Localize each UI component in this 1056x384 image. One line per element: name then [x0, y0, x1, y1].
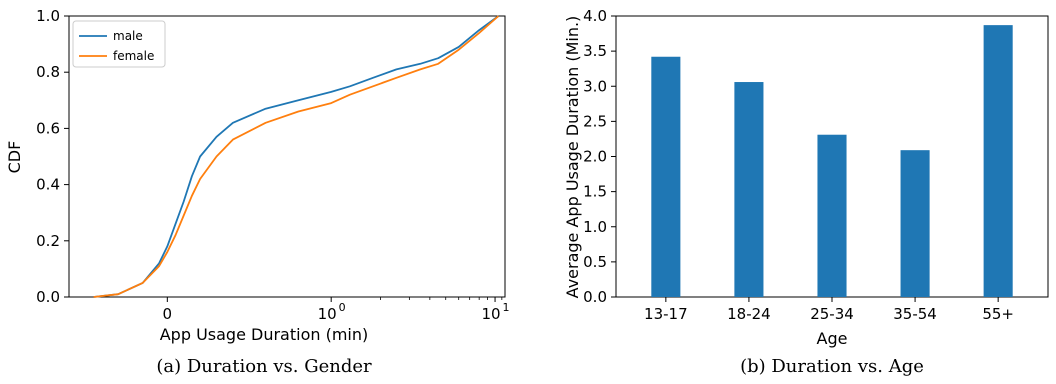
- y-tick-label-a: 0.6: [36, 119, 60, 137]
- y-tick-label-b: 3.0: [583, 77, 607, 95]
- y-tick-label-a: 0.2: [36, 232, 60, 250]
- x-tick-exponent-a: 1: [503, 301, 510, 314]
- chart-duration-vs-gender: 0.00.20.40.60.81.0 0 10 0 10 1 CDF App Usage…: [5, 7, 510, 377]
- x-axis-label-b: Age: [817, 329, 848, 348]
- series-line-female: [93, 15, 500, 298]
- x-axis-label-a: App Usage Duration (min): [160, 325, 369, 344]
- x-tick-label-b: 55+: [982, 305, 1014, 323]
- legend-a: male female: [72, 20, 166, 68]
- y-tick-label-a: 0.0: [36, 288, 60, 306]
- legend-label-male: male: [113, 29, 143, 43]
- y-tick-label-b: 1.0: [583, 218, 607, 236]
- y-tick-label-a: 0.4: [36, 176, 60, 194]
- y-tick-label-b: 3.5: [583, 42, 607, 60]
- y-axis-label-b: Average App Usage Duration (Min.): [563, 16, 582, 299]
- y-axis-label-a: CDF: [5, 141, 24, 174]
- x-tick-label-a: 0: [163, 305, 173, 323]
- bar-55+: [983, 25, 1013, 297]
- y-tick-label-b: 4.0: [583, 7, 607, 25]
- y-tick-label-b: 0.5: [583, 253, 607, 271]
- x-tick-label-a: 10: [318, 305, 337, 323]
- x-tick-label-a: 10: [482, 305, 501, 323]
- y-tick-label-b: 2.5: [583, 112, 607, 130]
- legend-label-female: female: [113, 49, 154, 63]
- chart-duration-vs-age: 0.0 0.5 1.0 1.5 2.0 2.5 3.0 3.5 4.0 13-17 18-24 25…: [563, 7, 1049, 377]
- caption-b: (b) Duration vs. Age: [740, 356, 924, 377]
- bar-13-17: [651, 56, 681, 298]
- x-tick-exponent-a: 0: [339, 301, 346, 314]
- bar-25-34: [817, 134, 847, 297]
- x-tick-label-b: 35-54: [893, 305, 937, 323]
- x-tick-label-b: 18-24: [727, 305, 771, 323]
- y-tick-label-a: 0.8: [36, 63, 60, 81]
- caption-a: (a) Duration vs. Gender: [156, 356, 372, 377]
- y-tick-label-b: 2.0: [583, 148, 607, 166]
- x-tick-label-b: 25-34: [810, 305, 854, 323]
- plot-frame-a: [68, 15, 506, 298]
- y-tick-label-b: 0.0: [583, 288, 607, 306]
- y-tick-label-b: 1.5: [583, 183, 607, 201]
- series-line-male: [93, 15, 500, 298]
- x-tick-label-b: 13-17: [644, 305, 688, 323]
- bar-18-24: [734, 82, 764, 297]
- bar-35-54: [900, 150, 930, 297]
- y-tick-label-a: 1.0: [36, 7, 60, 25]
